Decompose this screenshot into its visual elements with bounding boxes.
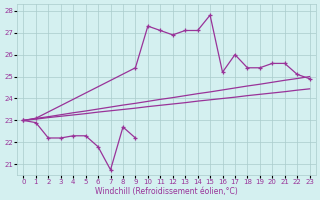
X-axis label: Windchill (Refroidissement éolien,°C): Windchill (Refroidissement éolien,°C): [95, 187, 238, 196]
